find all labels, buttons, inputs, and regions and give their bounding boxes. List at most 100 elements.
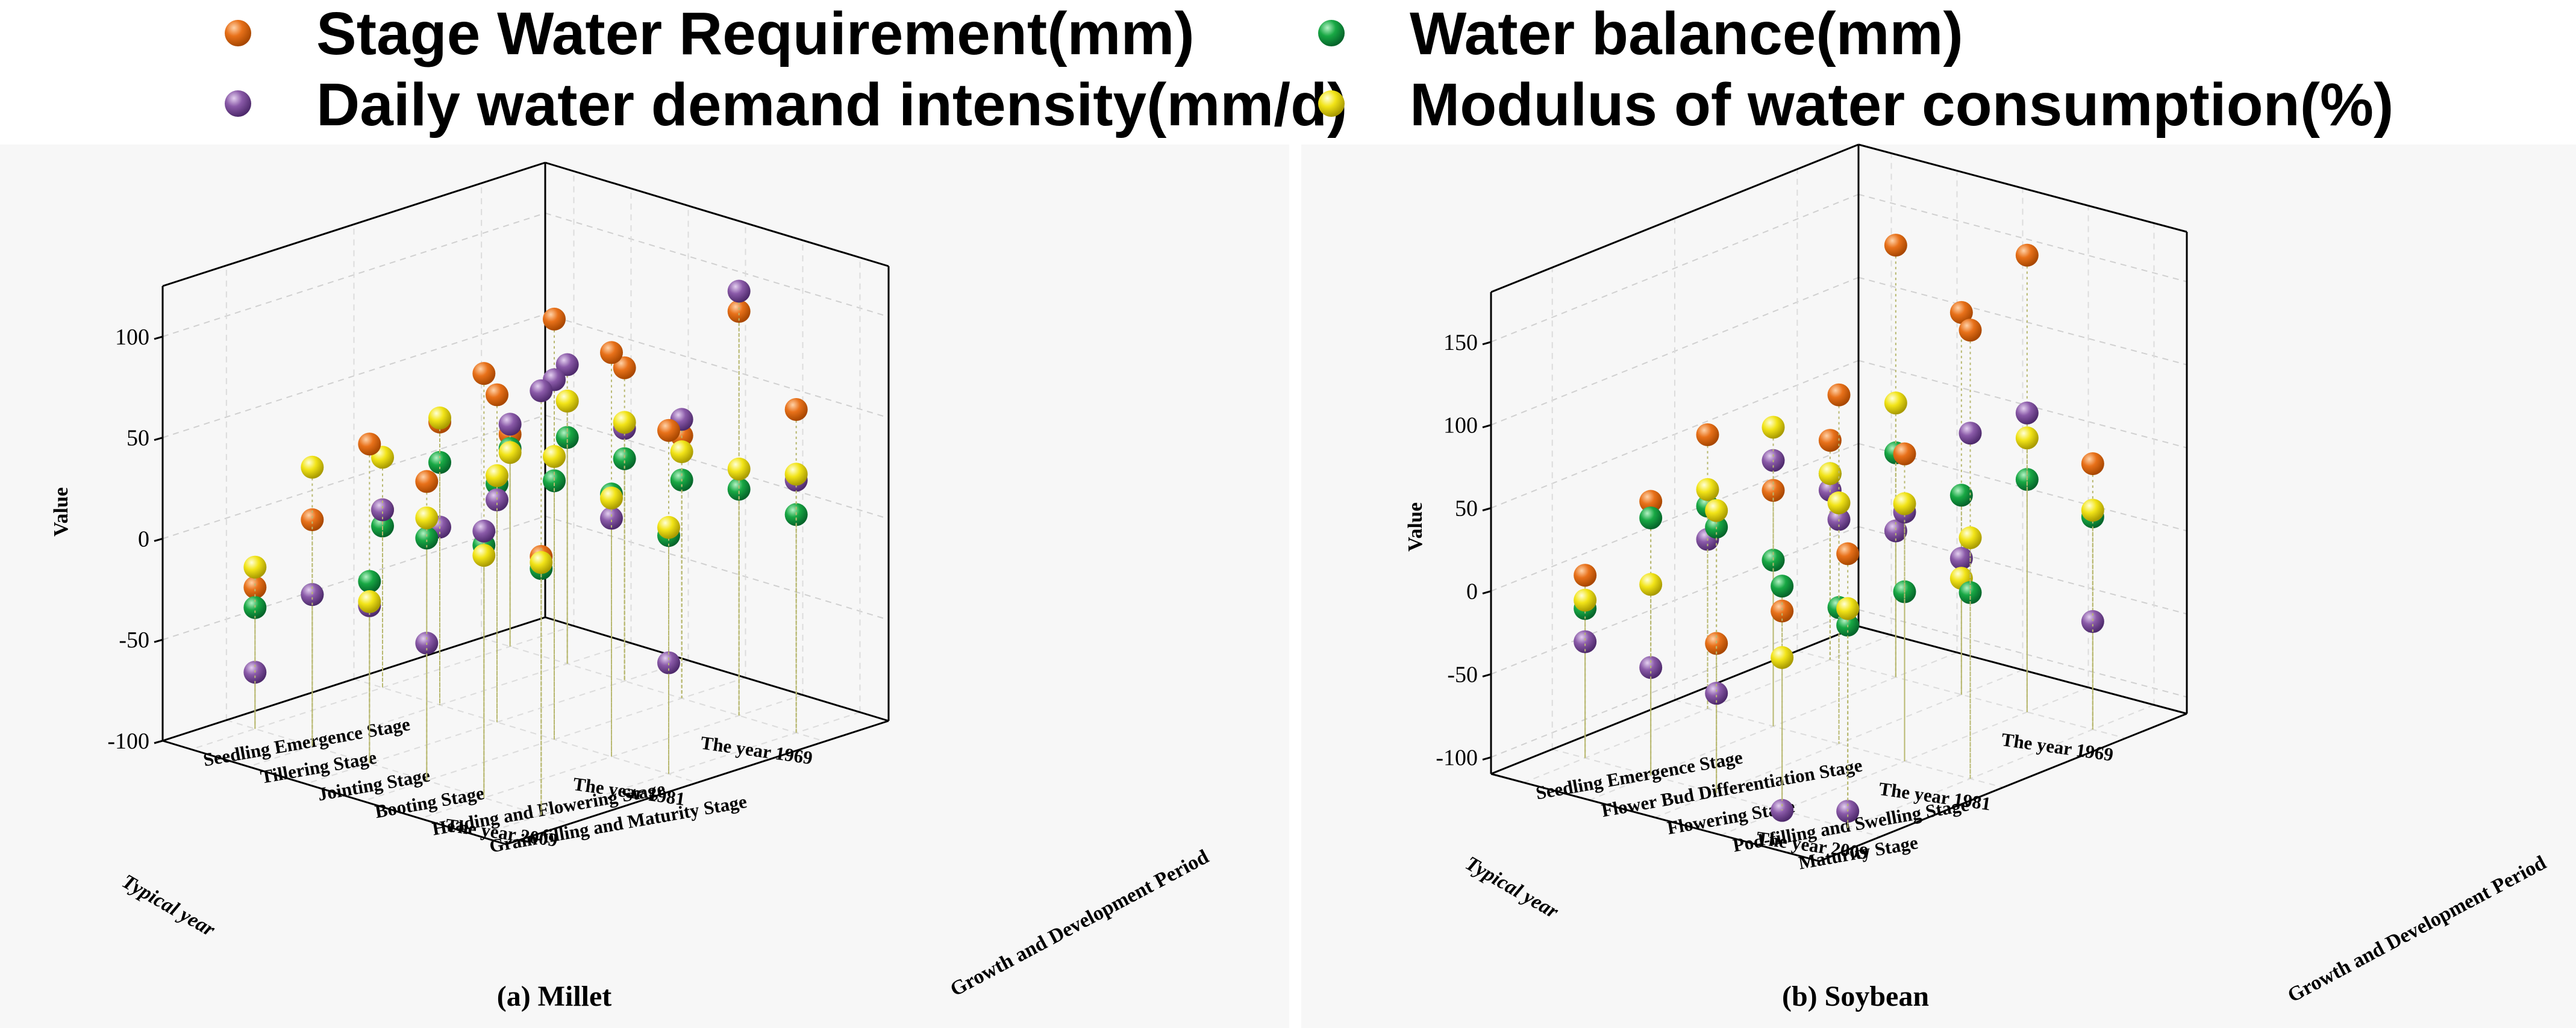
millet-point-dwdi — [657, 651, 680, 674]
soybean-point-swr — [1836, 542, 1860, 565]
soybean-gridline-left-wall — [1490, 443, 1859, 592]
soybean-point-dwdi — [1959, 422, 1982, 445]
legend-marker-mwc — [1318, 90, 1345, 117]
soybean-gridline-right-wall — [1858, 609, 2187, 698]
millet-point-swr — [301, 508, 324, 532]
legend-label-dwdi: Daily water demand intensity(mm/d) — [316, 71, 1347, 139]
soybean-z-tick-label: 50 — [1455, 496, 1478, 522]
soybean-point-dwdi — [1705, 682, 1728, 705]
soybean-z-tick-label: 150 — [1443, 330, 1478, 355]
millet-point-dwdi — [301, 583, 324, 606]
soybean-point-mwc — [2015, 426, 2039, 450]
millet-point-dwdi — [530, 379, 553, 402]
soybean-gridline-floor-year — [1674, 699, 2004, 788]
legend-marker-swr — [225, 20, 251, 46]
legend-label-mwc: Modulus of water consumption(%) — [1410, 71, 2393, 139]
legend-label-wb: Water balance(mm) — [1410, 0, 1963, 67]
millet-point-mwc — [555, 389, 579, 413]
soybean-point-wb — [1639, 506, 1663, 530]
millet-point-dwdi — [472, 519, 496, 543]
soybean-point-mwc — [1705, 499, 1728, 522]
soybean-point-swr — [1884, 234, 1907, 257]
millet-gridline-right-wall — [545, 212, 889, 317]
millet-marks — [243, 279, 808, 815]
millet-point-wb — [358, 570, 381, 593]
millet-point-dwdi — [498, 413, 522, 436]
soybean-point-swr — [1762, 479, 1785, 502]
millet-z-tick-mark — [154, 335, 163, 340]
millet-z-tick-label: 50 — [127, 426, 149, 451]
soybean-frame-edge — [1490, 625, 1859, 775]
soybean-point-swr — [1639, 490, 1663, 513]
legend-label-swr: Stage Water Requirement(mm) — [316, 0, 1195, 67]
millet-z-axis-title: Value — [50, 487, 72, 537]
soybean-point-mwc — [1836, 597, 1860, 620]
soybean-z-tick-label: 100 — [1443, 413, 1478, 438]
soybean-frame-edge — [1819, 712, 2187, 862]
millet-frame-edge — [162, 616, 546, 742]
millet-point-swr — [543, 307, 566, 331]
millet-point-mwc — [358, 590, 381, 614]
millet-frame-edge — [545, 161, 889, 267]
soybean-point-mwc — [1818, 462, 1842, 485]
millet-point-dwdi — [555, 353, 579, 376]
millet-frame-edge — [545, 616, 889, 722]
soybean-point-mwc — [1574, 588, 1597, 612]
millet-point-mwc — [613, 411, 636, 434]
soybean-point-wb — [1771, 575, 1794, 598]
millet-gridline-left-wall — [162, 414, 546, 540]
millet-point-dwdi — [371, 498, 394, 522]
millet-point-mwc — [415, 506, 439, 529]
soybean-point-mwc — [1959, 526, 1982, 549]
millet-frame-edge — [162, 740, 507, 846]
millet-point-swr — [472, 362, 496, 385]
millet-point-swr — [358, 432, 381, 456]
soybean-point-swr — [1949, 301, 1973, 324]
legend-marker-wb — [1318, 20, 1345, 46]
millet-point-wb — [727, 478, 751, 501]
soybean-z-tick-mark — [1482, 590, 1492, 594]
soybean-point-dwdi — [1574, 630, 1597, 653]
soybean-z-tick-mark — [1482, 507, 1492, 512]
soybean-point-mwc — [1771, 646, 1794, 669]
soybean-point-swr — [1893, 442, 1916, 466]
soybean-gridline-right-wall — [1858, 276, 2187, 366]
soybean-point-mwc — [1884, 391, 1907, 415]
millet-gridline-floor-year — [226, 719, 571, 824]
millet-point-swr — [600, 341, 623, 364]
millet-z-tick-mark — [154, 437, 163, 441]
soybean-z-axis-title: Value — [1404, 502, 1427, 552]
millet-point-mwc — [486, 464, 508, 487]
soybean-point-mwc — [1893, 492, 1916, 516]
soybean-point-mwc — [1827, 491, 1851, 514]
panel-a-background — [0, 145, 1289, 1028]
millet-z-tick-mark — [154, 538, 163, 542]
soybean-point-wb — [1949, 484, 1973, 507]
legend: Stage Water Requirement(mm) Water balanc… — [225, 0, 2393, 139]
soybean-z-tick-mark — [1482, 341, 1492, 346]
soybean-point-swr — [2015, 243, 2039, 267]
soybean-gridline-floor-year — [1797, 650, 2126, 739]
millet-point-mwc — [472, 544, 496, 567]
millet-z-tick-mark — [154, 638, 163, 643]
millet-caption: (a) Millet — [497, 980, 612, 1012]
soybean-gridline-left-wall — [1490, 193, 1859, 343]
soybean-gridline-right-wall — [1858, 360, 2187, 449]
soybean-point-dwdi — [2081, 610, 2104, 634]
soybean-z-tick-mark — [1482, 673, 1492, 678]
panel-b-background — [1301, 145, 2576, 1028]
soybean-point-swr — [1574, 564, 1597, 587]
millet-point-swr — [727, 300, 751, 323]
soybean-point-swr — [1827, 383, 1851, 407]
millet-point-swr — [243, 576, 267, 599]
soybean-point-dwdi — [2015, 401, 2039, 425]
millet-point-mwc — [530, 551, 553, 575]
millet-z-tick-label: -100 — [107, 729, 149, 754]
soybean-gridline-right-wall — [1858, 526, 2187, 615]
soybean-frame-edge — [1490, 143, 1859, 293]
soybean-gridline-right-wall — [1858, 193, 2187, 282]
soybean-point-mwc — [1762, 416, 1785, 439]
millet-point-mwc — [543, 445, 566, 469]
soybean-point-dwdi — [1884, 519, 1907, 543]
